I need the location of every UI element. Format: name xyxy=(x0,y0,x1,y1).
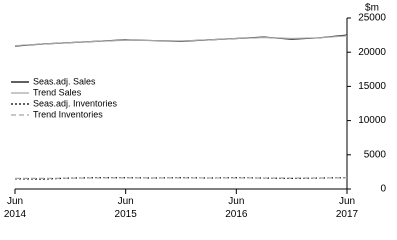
x-tick-label: Jun 2016 xyxy=(225,196,248,220)
y-tick-label: 0 xyxy=(380,184,386,195)
legend-label: Seas.adj. Sales xyxy=(33,76,96,86)
chart: $m 0 5000 10000 15000 20000 25000 Seas.adj. Sa… xyxy=(11,3,387,195)
y-tick-label: 5000 xyxy=(364,149,387,160)
series-line xyxy=(15,177,348,179)
y-tick-label: 25000 xyxy=(358,13,386,24)
legend-label: Seas.adj. Inventories xyxy=(33,98,118,108)
y-tick-label: 15000 xyxy=(358,81,386,92)
series-line xyxy=(14,35,348,47)
y-tick-label: 20000 xyxy=(358,47,386,58)
legend-label: Trend Inventories xyxy=(33,109,103,119)
x-tick-label: Jun 2014 xyxy=(3,196,27,220)
chart-container: $m 0 5000 10000 15000 20000 25000 Seas.adj. Sa… xyxy=(3,3,387,220)
x-tick-label: Jun 2015 xyxy=(114,196,137,220)
x-tick-label: Jun 2017 xyxy=(335,196,359,220)
legend-label: Trend Sales xyxy=(33,87,82,97)
y-unit: $m xyxy=(365,3,379,14)
y-tick-label: 10000 xyxy=(358,115,386,126)
